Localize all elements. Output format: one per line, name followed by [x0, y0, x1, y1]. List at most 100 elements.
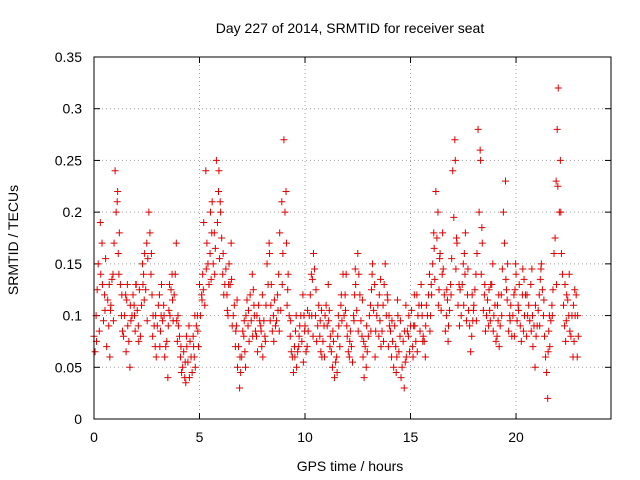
data-point: [287, 348, 295, 356]
data-point: [158, 281, 166, 289]
data-point: [232, 327, 240, 335]
data-point: [259, 353, 267, 361]
data-point: [95, 327, 103, 335]
data-point: [434, 301, 442, 309]
data-point: [346, 327, 354, 335]
data-point: [183, 343, 191, 351]
data-point: [405, 312, 413, 320]
data-point: [393, 296, 401, 304]
data-point: [516, 322, 524, 330]
data-point: [503, 286, 511, 294]
data-point: [254, 348, 262, 356]
data-points: [90, 84, 582, 402]
data-point: [354, 250, 362, 258]
data-point: [535, 291, 543, 299]
data-point: [562, 337, 570, 345]
data-point: [461, 270, 469, 278]
data-point: [244, 306, 252, 314]
data-point: [274, 291, 282, 299]
data-point: [566, 327, 574, 335]
data-point: [402, 301, 410, 309]
data-point: [240, 332, 248, 340]
data-point: [235, 343, 243, 351]
data-point: [200, 218, 208, 226]
data-point: [109, 270, 117, 278]
data-point: [302, 348, 310, 356]
data-point: [489, 260, 497, 268]
data-point: [354, 327, 362, 335]
data-point: [446, 306, 454, 314]
data-point: [146, 229, 154, 237]
data-point: [199, 270, 207, 278]
data-point: [462, 317, 470, 325]
data-point: [222, 265, 230, 273]
data-point: [103, 343, 111, 351]
data-point: [520, 275, 528, 283]
data-point: [333, 368, 341, 376]
data-point: [315, 301, 323, 309]
data-point: [325, 306, 333, 314]
data-point: [282, 239, 290, 247]
data-point: [265, 239, 273, 247]
data-point: [528, 265, 536, 273]
data-point: [478, 239, 486, 247]
data-point: [335, 322, 343, 330]
data-point: [174, 312, 182, 320]
data-point: [527, 281, 535, 289]
data-point: [384, 296, 392, 304]
data-point: [257, 327, 265, 335]
data-point: [126, 363, 134, 371]
data-point: [311, 265, 319, 273]
data-point: [484, 296, 492, 304]
data-point: [175, 332, 183, 340]
data-point: [126, 301, 134, 309]
data-point: [377, 343, 385, 351]
data-point: [194, 327, 202, 335]
data-point: [170, 291, 178, 299]
data-point: [369, 260, 377, 268]
x-tick-label: 15: [403, 429, 419, 445]
data-point: [466, 322, 474, 330]
data-point: [531, 301, 539, 309]
data-point: [327, 348, 335, 356]
data-point: [190, 343, 198, 351]
data-point: [150, 322, 158, 330]
data-point: [140, 296, 148, 304]
data-point: [418, 301, 426, 309]
data-point: [246, 291, 254, 299]
data-point: [162, 343, 170, 351]
data-point: [179, 363, 187, 371]
data-point: [320, 353, 328, 361]
data-point: [298, 337, 306, 345]
data-point: [374, 301, 382, 309]
data-point: [171, 270, 179, 278]
data-point: [332, 358, 340, 366]
data-point: [278, 281, 286, 289]
y-tick-label: 0.25: [55, 152, 82, 168]
data-point: [553, 125, 561, 133]
data-point: [473, 250, 481, 258]
data-point: [173, 337, 181, 345]
data-point: [233, 296, 241, 304]
data-point: [443, 286, 451, 294]
data-point: [280, 136, 288, 144]
data-point: [250, 301, 258, 309]
data-point: [317, 348, 325, 356]
data-point: [549, 286, 557, 294]
data-point: [135, 337, 143, 345]
data-point: [98, 239, 106, 247]
data-point: [474, 125, 482, 133]
data-point: [269, 312, 277, 320]
data-point: [224, 312, 232, 320]
data-point: [97, 270, 105, 278]
data-point: [441, 327, 449, 335]
data-point: [396, 317, 404, 325]
data-point: [329, 327, 337, 335]
data-point: [132, 281, 140, 289]
data-point: [562, 317, 570, 325]
data-point: [468, 291, 476, 299]
data-point: [273, 317, 281, 325]
data-point: [177, 353, 185, 361]
data-point: [233, 363, 241, 371]
data-point: [431, 275, 439, 283]
